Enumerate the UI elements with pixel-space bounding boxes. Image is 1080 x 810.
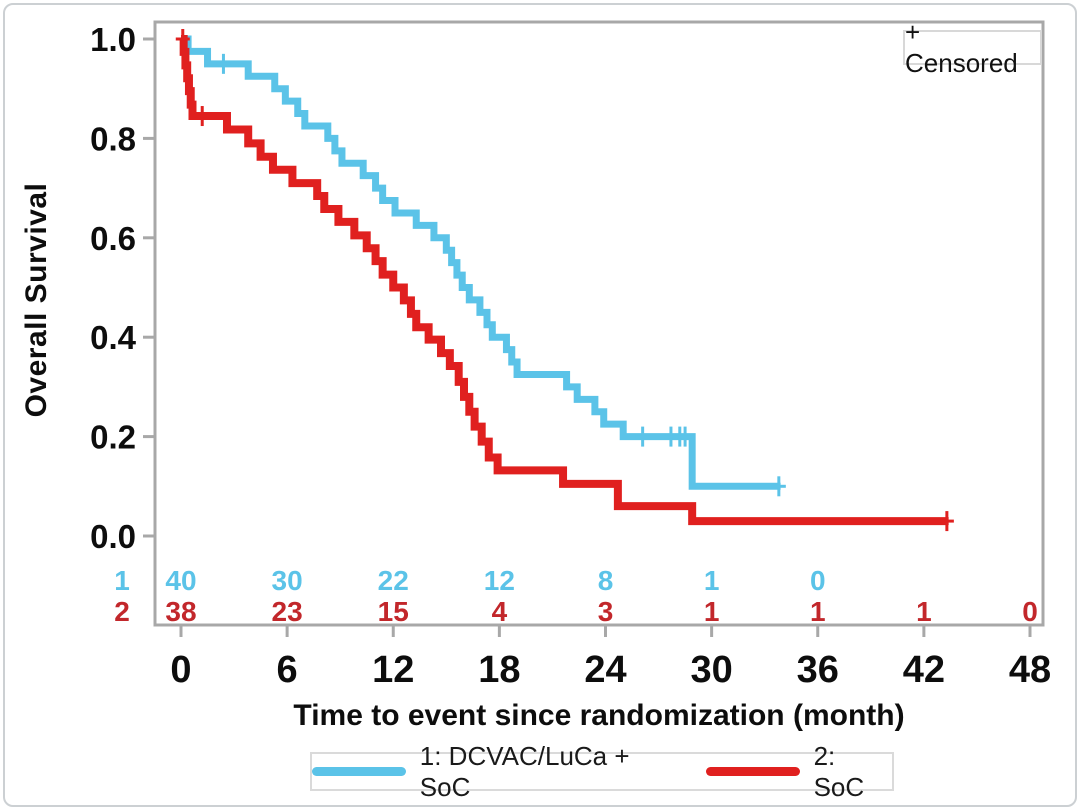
at-risk-count: 22 — [378, 565, 409, 596]
km-curve-1 — [181, 35, 781, 490]
y-tick-label: 1.0 — [90, 21, 136, 58]
censored-label: + Censored — [905, 16, 1018, 78]
at-risk-count: 0 — [1022, 596, 1038, 627]
at-risk-count: 1 — [810, 596, 826, 627]
x-tick-label: 12 — [372, 649, 414, 691]
series1-line-swatch — [312, 767, 406, 776]
at-risk-count: 1 — [704, 596, 720, 627]
censored-legend-box: + Censored — [903, 17, 1042, 78]
at-risk-count: 3 — [598, 596, 614, 627]
x-tick-label: 24 — [584, 649, 626, 691]
at-risk-count: 30 — [272, 565, 303, 596]
series2-label: 2: SoC — [813, 740, 865, 802]
plot-frame — [153, 20, 1045, 627]
y-tick-label: 0.8 — [90, 120, 136, 157]
y-axis-title: Overall Survival — [20, 182, 53, 418]
at-risk-row-label: 2 — [114, 596, 130, 627]
series-legend: 1: DCVAC/LuCa + SoC 2: SoC — [310, 741, 894, 802]
at-risk-row-label: 1 — [114, 565, 130, 596]
series2-line-swatch — [705, 767, 800, 776]
y-tick-label: 0.4 — [90, 319, 137, 356]
x-axis-title: Time to event since randomization (month… — [293, 699, 905, 732]
at-risk-count: 4 — [492, 596, 508, 627]
at-risk-count: 8 — [598, 565, 614, 596]
at-risk-count: 12 — [484, 565, 515, 596]
at-risk-count: 40 — [165, 565, 196, 596]
at-risk-count: 23 — [272, 596, 303, 627]
legend-item-series2: 2: SoC — [705, 740, 892, 803]
series1-label: 1: DCVAC/LuCa + SoC — [419, 740, 630, 802]
x-tick-label: 0 — [170, 649, 191, 691]
x-tick-label: 30 — [690, 649, 732, 691]
x-tick-label: 36 — [797, 649, 839, 691]
legend-item-series1: 1: DCVAC/LuCa + SoC — [312, 741, 684, 803]
at-risk-count: 1 — [704, 565, 720, 596]
at-risk-count: 38 — [165, 596, 196, 627]
x-tick-label: 48 — [1009, 649, 1051, 691]
at-risk-count: 0 — [810, 565, 826, 596]
y-tick-label: 0.0 — [90, 518, 136, 555]
x-tick-label: 6 — [277, 649, 298, 691]
at-risk-count: 15 — [378, 596, 409, 627]
km-curve-2 — [179, 35, 949, 526]
x-tick-label: 42 — [903, 649, 945, 691]
y-tick-label: 0.2 — [90, 419, 136, 456]
x-tick-label: 18 — [478, 649, 520, 691]
at-risk-count: 1 — [916, 596, 932, 627]
y-tick-label: 0.6 — [90, 220, 136, 257]
